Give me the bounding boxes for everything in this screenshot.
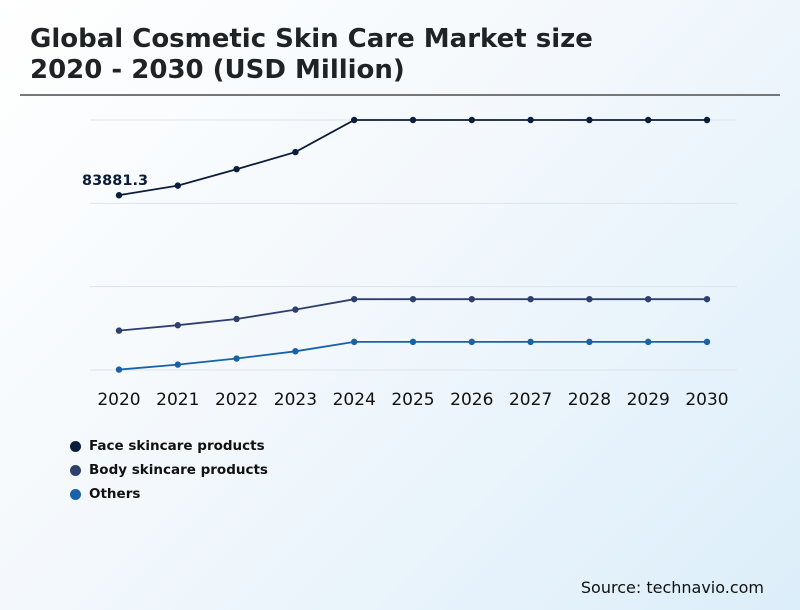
chart-title-line-1: Global Cosmetic Skin Care Market size [30, 24, 593, 54]
data-point [351, 338, 358, 346]
legend-marker-face [70, 440, 81, 452]
x-tick-label: 2029 [627, 390, 670, 410]
data-point [409, 295, 417, 303]
source-credit: Source: technavio.com [580, 578, 764, 597]
data-label: 83881.3 [82, 173, 148, 189]
legend: Face skincare products Body skincare pro… [70, 434, 268, 506]
legend-marker-body [70, 464, 81, 476]
data-point [115, 192, 123, 199]
data-point [409, 116, 417, 124]
data-point [409, 338, 417, 346]
data-point [527, 116, 534, 124]
data-point [233, 315, 240, 323]
data-point [292, 348, 299, 355]
data-point [527, 295, 534, 303]
x-tick-label: 2024 [333, 390, 376, 410]
series-line-0 [118, 119, 707, 197]
legend-item-body: Body skincare products [70, 458, 268, 482]
data-point [115, 327, 123, 334]
data-point [468, 338, 475, 346]
data-point [703, 338, 711, 346]
legend-label-others: Others [89, 486, 141, 502]
data-point [645, 338, 652, 346]
data-point [292, 306, 299, 313]
data-point [174, 182, 181, 189]
data-point [645, 295, 652, 303]
x-tick-label: 2022 [215, 390, 258, 410]
legend-label-face: Face skincare products [89, 438, 265, 454]
x-tick-label: 2027 [509, 390, 552, 410]
data-point [645, 116, 652, 124]
legend-item-face: Face skincare products [70, 434, 268, 458]
title-divider [20, 94, 780, 96]
data-point [527, 338, 534, 346]
legend-label-body: Body skincare products [89, 462, 268, 478]
data-point [703, 295, 711, 303]
legend-marker-others [70, 488, 81, 500]
chart-title-line-2: 2020 - 2030 (USD Million) [30, 55, 405, 85]
x-tick-label: 2026 [450, 390, 493, 410]
x-tick-label: 2028 [568, 390, 611, 410]
data-point [233, 165, 240, 173]
series-line-2 [118, 340, 707, 371]
x-tick-label: 2030 [685, 390, 728, 410]
data-point [586, 295, 593, 303]
data-point [115, 366, 123, 373]
data-point [351, 295, 358, 303]
data-point [351, 116, 358, 124]
x-tick-label: 2023 [274, 390, 317, 410]
data-point [468, 295, 475, 303]
x-tick-label: 2021 [156, 390, 199, 410]
data-point [586, 338, 593, 346]
x-tick-label: 2020 [97, 390, 140, 410]
data-point [174, 361, 181, 368]
data-point [233, 355, 240, 362]
x-tick-label: 2025 [391, 390, 434, 410]
data-point [292, 148, 299, 156]
data-point [468, 116, 475, 124]
series-line-1 [118, 298, 707, 332]
chart-title: Global Cosmetic Skin Care Market size 20… [30, 24, 593, 86]
legend-item-others: Others [70, 482, 268, 506]
data-point [586, 116, 593, 124]
data-point [174, 322, 181, 329]
data-point [703, 116, 711, 124]
